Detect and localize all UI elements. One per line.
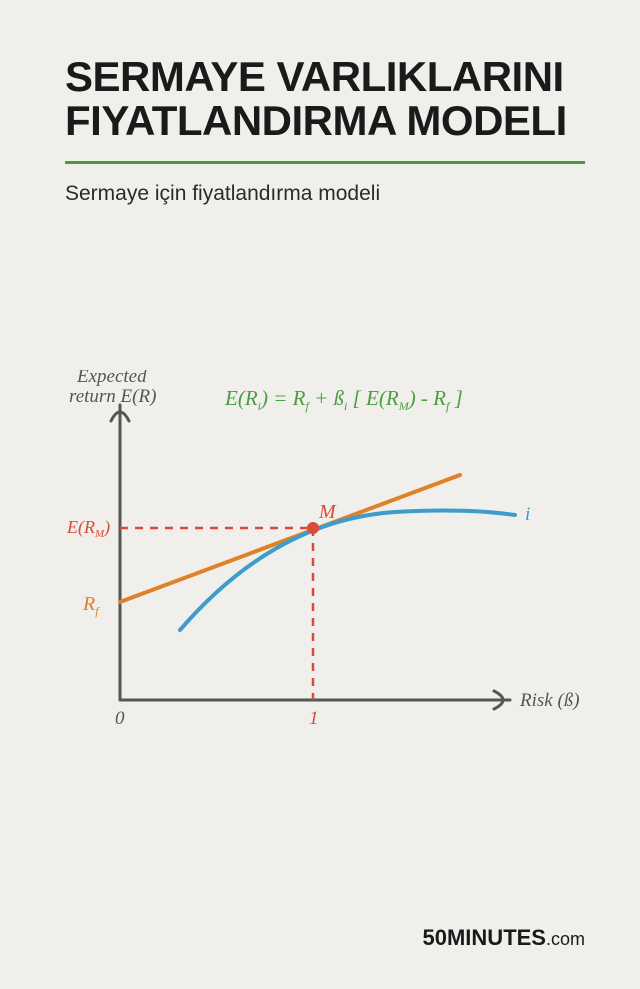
logo-minutes: MINUTES — [447, 925, 546, 950]
title-line-2: FIYATLANDIRMA MODELI — [65, 97, 567, 144]
title-divider — [65, 161, 585, 164]
chart-svg: Expected return E(R) E(Ri) = Rf + ßi [ E… — [65, 370, 585, 750]
publisher-logo: 50MINUTES.com — [423, 925, 586, 951]
capital-market-line — [120, 475, 460, 602]
capm-formula: E(Ri) = Rf + ßi [ E(RM) - Rf ] — [224, 386, 463, 413]
origin-label: 0 — [115, 708, 125, 729]
rf-label: Rf — [82, 593, 100, 618]
m-point-label: M — [318, 501, 337, 523]
curve-i-label: i — [525, 504, 530, 525]
y-axis-label-2: return E(R) — [69, 386, 156, 407]
subtitle: Sermaye için fiyatlandırma modeli — [65, 182, 585, 206]
book-cover: SERMAYE VARLIKLARINI FIYATLANDIRMA MODEL… — [0, 0, 640, 989]
y-axis — [111, 405, 129, 700]
y-axis-label-1: Expected — [76, 370, 147, 387]
main-title: SERMAYE VARLIKLARINI FIYATLANDIRMA MODEL… — [65, 55, 585, 143]
x-axis-label: Risk (ß) — [519, 690, 580, 711]
logo-dotcom: .com — [546, 929, 585, 949]
capm-chart: Expected return E(R) E(Ri) = Rf + ßi [ E… — [65, 370, 585, 750]
logo-fifty: 50 — [423, 925, 447, 950]
erm-label: E(RM) — [66, 517, 110, 540]
x-tick-1-label: 1 — [309, 708, 319, 729]
x-axis — [120, 691, 510, 709]
market-portfolio-point — [307, 522, 319, 534]
title-line-1: SERMAYE VARLIKLARINI — [65, 53, 564, 100]
